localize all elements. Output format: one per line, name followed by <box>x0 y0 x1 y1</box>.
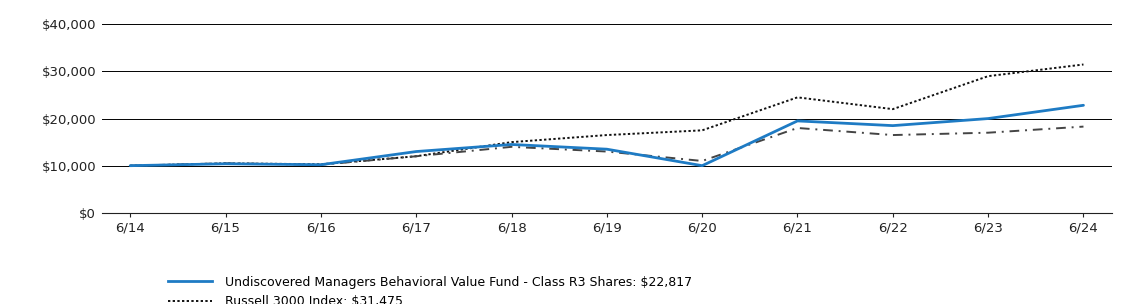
Legend: Undiscovered Managers Behavioral Value Fund - Class R3 Shares: $22,817, Russell : Undiscovered Managers Behavioral Value F… <box>168 276 692 304</box>
